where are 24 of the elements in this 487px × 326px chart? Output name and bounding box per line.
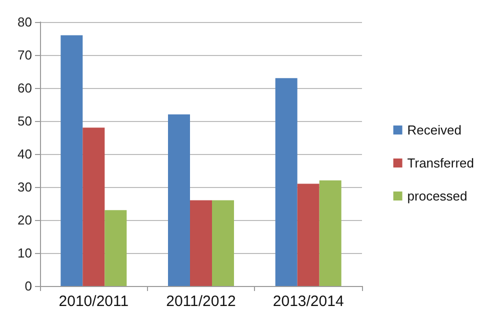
bar — [319, 180, 342, 286]
x-tick-label: 2013/2014 — [272, 293, 344, 310]
bar — [104, 210, 127, 286]
bar — [297, 184, 320, 286]
bar — [168, 114, 190, 286]
x-tick-label: 2010/2011 — [58, 293, 129, 310]
y-tick-label: 50 — [18, 114, 32, 128]
y-tick-label: 10 — [18, 246, 32, 260]
bar — [190, 200, 212, 286]
y-tick-label: 70 — [18, 48, 32, 62]
bar — [275, 78, 298, 286]
legend-label: processed — [407, 188, 468, 204]
y-tick-label: 60 — [18, 80, 32, 96]
legend-label: Transferred — [407, 156, 474, 170]
bar — [212, 200, 234, 286]
x-tick-label: 2011/2012 — [166, 293, 236, 310]
legend-label: Received — [407, 122, 462, 138]
bar — [82, 128, 105, 286]
y-tick-label: 0 — [24, 278, 32, 294]
bar — [60, 35, 83, 286]
y-tick-label: 20 — [18, 212, 32, 228]
y-tick-label: 80 — [18, 14, 32, 30]
y-tick-label: 40 — [18, 146, 32, 162]
y-tick-label: 30 — [18, 180, 32, 194]
